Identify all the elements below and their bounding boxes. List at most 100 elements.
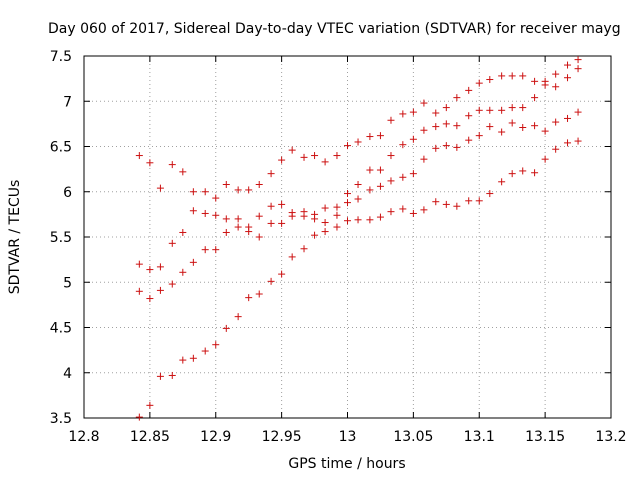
data-point bbox=[300, 245, 308, 253]
x-tick-label: 12.8 bbox=[68, 429, 99, 445]
data-point bbox=[442, 200, 450, 208]
data-point bbox=[278, 200, 286, 208]
data-point bbox=[399, 173, 407, 181]
data-point bbox=[376, 213, 384, 221]
data-point bbox=[519, 167, 527, 175]
data-point bbox=[420, 99, 428, 107]
data-point bbox=[564, 139, 572, 147]
data-point bbox=[321, 228, 329, 236]
data-point bbox=[333, 203, 341, 211]
data-point bbox=[486, 106, 494, 114]
data-point bbox=[222, 181, 230, 189]
data-point bbox=[212, 246, 220, 254]
data-point bbox=[168, 280, 176, 288]
data-point bbox=[179, 228, 187, 236]
data-point bbox=[311, 152, 319, 160]
x-tick-label: 13 bbox=[339, 429, 357, 445]
data-point bbox=[288, 209, 296, 217]
data-point bbox=[409, 108, 417, 116]
data-point bbox=[300, 208, 308, 216]
data-point bbox=[267, 202, 275, 210]
data-point bbox=[465, 136, 473, 144]
data-point bbox=[376, 132, 384, 140]
x-tick-label: 13.1 bbox=[464, 429, 495, 445]
data-point bbox=[519, 123, 527, 131]
y-tick-label: 6 bbox=[63, 185, 72, 201]
data-point bbox=[420, 155, 428, 163]
data-point bbox=[531, 122, 539, 130]
data-point bbox=[245, 186, 253, 194]
y-tick-label: 7.5 bbox=[50, 49, 72, 65]
data-point bbox=[552, 118, 560, 126]
data-point bbox=[475, 106, 483, 114]
y-tick-label: 5.5 bbox=[50, 230, 72, 246]
data-point bbox=[508, 104, 516, 112]
data-point bbox=[278, 156, 286, 164]
data-point bbox=[465, 112, 473, 120]
data-point bbox=[212, 341, 220, 349]
data-point bbox=[366, 186, 374, 194]
data-point bbox=[300, 153, 308, 161]
data-point bbox=[486, 76, 494, 84]
data-point bbox=[156, 184, 164, 192]
data-point bbox=[531, 169, 539, 177]
data-point bbox=[465, 86, 473, 94]
data-point bbox=[189, 188, 197, 196]
x-tick-label: 13.15 bbox=[525, 429, 565, 445]
data-point bbox=[234, 313, 242, 321]
data-point bbox=[498, 128, 506, 136]
data-point bbox=[531, 94, 539, 102]
data-point bbox=[189, 207, 197, 215]
data-point bbox=[564, 74, 572, 82]
data-point bbox=[222, 215, 230, 223]
data-point bbox=[508, 72, 516, 80]
data-point bbox=[168, 239, 176, 247]
data-point bbox=[189, 354, 197, 362]
data-point bbox=[552, 145, 560, 153]
data-point bbox=[574, 137, 582, 145]
data-point bbox=[189, 258, 197, 266]
data-point bbox=[541, 127, 549, 135]
data-point bbox=[311, 231, 319, 239]
data-point bbox=[574, 65, 582, 73]
data-point bbox=[222, 228, 230, 236]
data-point bbox=[156, 263, 164, 271]
y-tick-label: 4 bbox=[63, 366, 72, 382]
data-points bbox=[135, 56, 582, 421]
data-point bbox=[168, 161, 176, 169]
x-axis-label: GPS time / hours bbox=[288, 456, 405, 472]
chart-title: Day 060 of 2017, Sidereal Day-to-day VTE… bbox=[48, 21, 621, 37]
data-point bbox=[234, 223, 242, 231]
data-point bbox=[366, 166, 374, 174]
data-point bbox=[222, 324, 230, 332]
x-tick-labels: 12.8 12.85 12.9 12.95 13 13.05 13.1 13.15 13.2 bbox=[68, 429, 626, 445]
data-point bbox=[288, 146, 296, 154]
x-tick-label: 12.85 bbox=[130, 429, 170, 445]
data-point bbox=[245, 228, 253, 236]
y-tick-label: 6.5 bbox=[50, 140, 72, 156]
data-point bbox=[541, 81, 549, 89]
data-point bbox=[486, 123, 494, 131]
grid bbox=[84, 56, 611, 418]
data-point bbox=[179, 268, 187, 276]
data-point bbox=[442, 142, 450, 150]
y-tick-label: 3.5 bbox=[50, 411, 72, 427]
y-axis-label: SDTVAR / TECUs bbox=[7, 180, 23, 295]
axis-ticks bbox=[83, 55, 612, 419]
data-point bbox=[344, 190, 351, 198]
data-point bbox=[201, 188, 209, 196]
data-point bbox=[201, 209, 209, 217]
data-point bbox=[146, 401, 154, 409]
data-point bbox=[420, 126, 428, 134]
data-point bbox=[354, 138, 362, 146]
data-point bbox=[409, 209, 417, 217]
data-point bbox=[267, 170, 275, 178]
data-point bbox=[354, 181, 362, 189]
x-tick-label: 13.05 bbox=[393, 429, 433, 445]
data-point bbox=[399, 141, 407, 149]
data-point bbox=[486, 190, 494, 198]
data-point bbox=[531, 77, 539, 85]
data-point bbox=[409, 170, 417, 178]
data-point bbox=[432, 109, 440, 117]
